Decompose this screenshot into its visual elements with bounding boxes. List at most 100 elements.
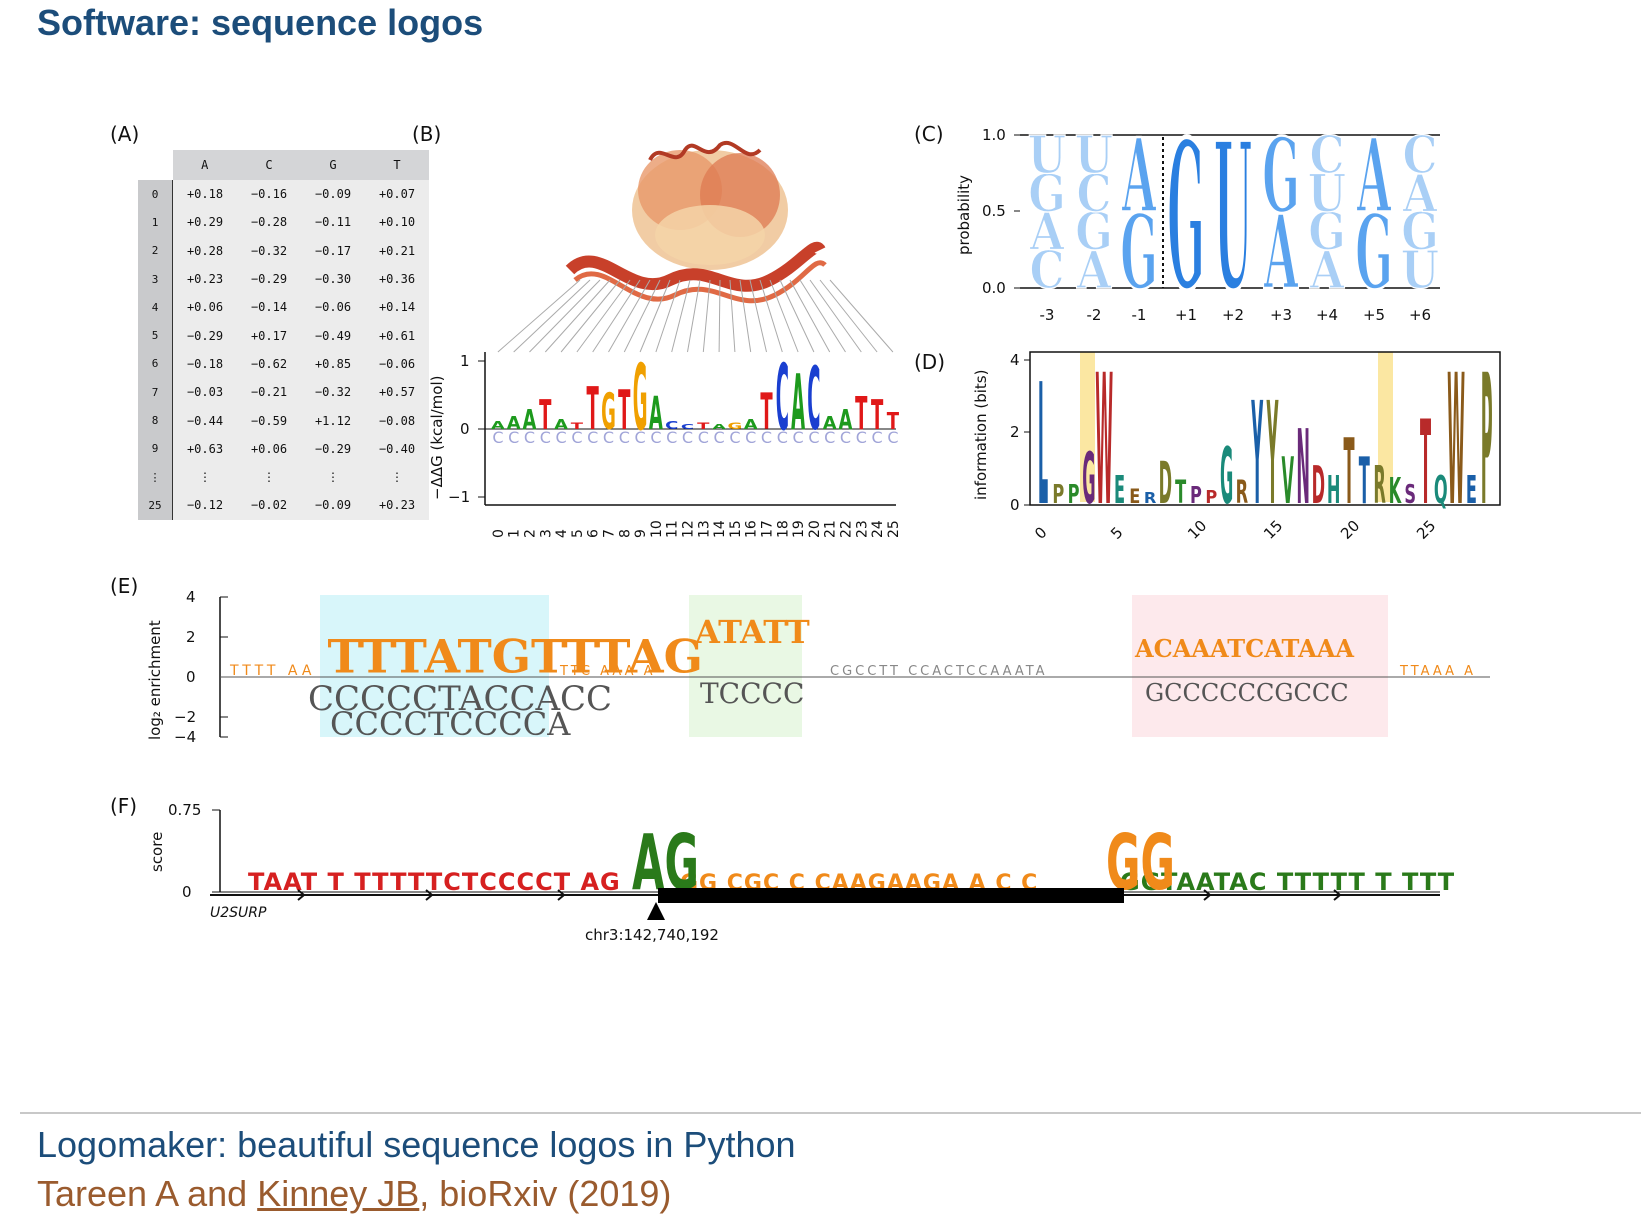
c-xtick: +5	[1363, 306, 1385, 324]
b-logo-letter-neg: C	[524, 428, 535, 447]
b-ylabel: −ΔΔG (kcal/mol)	[428, 376, 446, 501]
b-logo-letter: A	[712, 423, 726, 431]
c-logo-letter: G	[1075, 203, 1113, 263]
d-logo-letter: W	[1447, 350, 1465, 547]
matrix-cell: +0.06	[237, 434, 301, 463]
b-xticks: 0 1 2 3 4 5 6 7 8 9 10 11 12 13 14 15 16 17 18 19 20 21 22 23 24…	[491, 520, 902, 538]
b-logo-letter: T	[760, 382, 772, 441]
b-logo-letter: C	[807, 349, 820, 450]
b-logo-letter: G	[728, 421, 743, 431]
d-highlight-2	[1378, 352, 1393, 502]
row-index: ⋮	[138, 462, 173, 492]
e-region1-bottom: CCCCCTACCACC	[308, 679, 612, 719]
connector-line	[739, 279, 752, 353]
d-logo-letter: E	[1466, 468, 1477, 512]
panel-d-label: (D)	[914, 350, 946, 374]
d-logo-letter: T	[1175, 474, 1186, 512]
e-region3-bottom: GCCCCCCGCCC	[1145, 679, 1349, 707]
b-logo-letter-neg: C	[793, 428, 804, 447]
b-xtick: 14	[712, 520, 728, 538]
c-logo-letter: U	[1401, 241, 1439, 301]
matrix-cell: +0.14	[365, 293, 429, 322]
b-xtick: 18	[775, 520, 791, 538]
b-logo-letter-neg: C	[650, 428, 661, 447]
matrix-cell: +0.18	[172, 180, 237, 209]
row-index: 25	[138, 491, 173, 520]
table-row: 8 −0.44 −0.59 +1.12 −0.08	[138, 406, 429, 435]
col-header-t: T	[365, 150, 429, 180]
d-logo-letter: R	[1236, 474, 1249, 512]
c-logo-letter: A	[1029, 203, 1065, 263]
c-ytick-0: 0.0	[982, 279, 1006, 297]
matrix-cell: ⋮	[172, 462, 237, 492]
b-logo-letter: C	[681, 423, 694, 431]
f-ylabel: score	[148, 832, 166, 872]
row-index: 8	[138, 406, 173, 435]
matrix-cell: +0.29	[172, 208, 237, 237]
connector-line	[809, 279, 862, 353]
b-xtick: 10	[649, 520, 665, 538]
panel-f-figure: 0.75 0 score TAAT T TTTTTCTCCCCT AG GG C…	[148, 801, 1455, 944]
row-index: 9	[138, 434, 173, 463]
f-logo-left: TAAT T TTTTTCTCCCCT AG	[248, 868, 621, 896]
d-xtick: 10	[1184, 517, 1210, 543]
matrix-cell: ⋮	[301, 462, 365, 492]
row-index: 2	[138, 236, 173, 265]
table-row: 3 +0.23 −0.29 −0.30 +0.36	[138, 264, 429, 294]
table-row: 2 +0.28 −0.32 −0.17 +0.21	[138, 236, 429, 265]
d-logo-letter: T	[1343, 421, 1354, 525]
b-logo-letter-neg: C	[666, 428, 677, 447]
b-logo-letter: T	[871, 393, 884, 440]
citation-author-link[interactable]: Kinney JB	[257, 1173, 420, 1214]
b-xtick: 8	[617, 529, 633, 538]
c-xtick: -1	[1132, 306, 1147, 324]
e-region1-top: TTTATGTTTAG	[327, 629, 702, 683]
position-connector-lines	[497, 279, 894, 353]
gene-name: U2SURP	[210, 905, 267, 921]
b-logo-letter: G	[633, 346, 648, 451]
b-logo-letter: A	[491, 419, 506, 432]
table-row: ⋮ ⋮ ⋮ ⋮ ⋮	[138, 462, 429, 492]
d-logo-letter: Y	[1251, 372, 1263, 536]
c-logo-letter: G	[1120, 192, 1158, 313]
b-logo-letter-neg: C	[777, 428, 788, 447]
matrix-cell: −0.49	[301, 321, 365, 350]
c-logo-letter: U	[1214, 125, 1252, 335]
c-logo-letter: A	[1309, 241, 1345, 301]
d-logo-letter: P	[1190, 481, 1202, 509]
c-xtick: -3	[1040, 306, 1055, 324]
b-logo-letter-neg: C	[714, 428, 725, 447]
d-logo-letter: E	[1129, 486, 1140, 509]
b-logo-letter-neg: C	[745, 428, 756, 447]
f-ytick-0: 0	[182, 883, 192, 901]
connector-line	[671, 279, 691, 353]
c-xtick: +2	[1222, 306, 1244, 324]
f-logo-right: GGTAATAC TTTTT T TTT	[1120, 868, 1455, 896]
b-logo-letter-neg: C	[840, 428, 851, 447]
matrix-cell: ⋮	[237, 462, 301, 492]
d-logo-letter: W	[1095, 350, 1113, 547]
row-index: 1	[138, 208, 173, 237]
d-logo-letter: P	[1481, 350, 1493, 547]
matrix-cell: −0.11	[301, 208, 365, 237]
table-row: 6 −0.18 −0.62 +0.85 −0.06	[138, 349, 429, 379]
connector-line	[560, 279, 621, 353]
d-logo-letter: D	[1312, 456, 1325, 515]
b-logo-letter-neg: C	[540, 428, 551, 447]
connector-line	[769, 279, 799, 353]
b-logo-letter: A	[554, 416, 569, 432]
c-logo-letter: G	[1167, 125, 1205, 335]
b-logo-letter: A	[523, 405, 537, 436]
connector-line	[749, 279, 767, 353]
matrix-cell: −0.30	[301, 264, 365, 294]
e-region-2	[689, 595, 802, 737]
connector-line	[497, 279, 581, 353]
b-logo-letter-neg: C	[587, 428, 598, 447]
connector-line	[829, 279, 894, 353]
table-row: 1 +0.29 −0.28 −0.11 +0.10	[138, 208, 429, 237]
matrix-cell: −0.18	[172, 349, 237, 379]
matrix-cell: −0.28	[237, 208, 301, 237]
b-xtick: 3	[538, 529, 554, 538]
e-ylabel: log₂ enrichment	[146, 620, 164, 740]
e-region3-top: ACAAATCATAAA	[1134, 634, 1354, 663]
